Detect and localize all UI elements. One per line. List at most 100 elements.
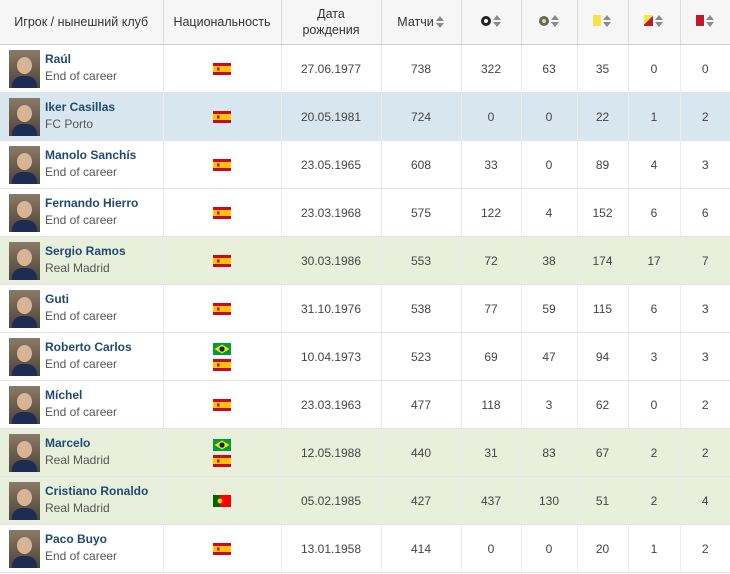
player-name-link[interactable]: Paco Buyo: [45, 531, 108, 546]
assists-cell: 63: [521, 44, 578, 93]
goals-column-header[interactable]: [461, 0, 522, 45]
player-cell: Marcelo Real Madrid: [0, 428, 164, 477]
player-name-link[interactable]: Míchel: [45, 387, 83, 402]
assists-cell: 83: [521, 428, 578, 477]
yellow-red-cards-column-header[interactable]: [628, 0, 681, 45]
yellow-cards-cell: 67: [577, 428, 629, 477]
matches-column-label: Матчи: [397, 14, 434, 29]
sort-icon[interactable]: [435, 16, 445, 28]
spain-flag-icon: [213, 398, 231, 411]
sort-icon[interactable]: [550, 15, 560, 27]
sort-icon[interactable]: [655, 14, 664, 27]
birth-date-label-line1: Дата: [317, 7, 345, 21]
birth-date-label-line2: рождения: [302, 23, 360, 37]
player-name-link[interactable]: Marcelo: [45, 435, 91, 450]
goals-cell: 437: [461, 476, 522, 525]
player-cell: Cristiano Ronaldo Real Madrid: [0, 476, 164, 525]
yellow-red-cards-cell: 2: [628, 428, 681, 477]
goals-cell: 0: [461, 92, 522, 141]
yellow-cards-column-header[interactable]: [577, 0, 629, 45]
player-column-label: Игрок / нынешний клуб: [14, 15, 149, 29]
player-name-link[interactable]: Cristiano Ronaldo: [45, 483, 149, 498]
spain-flag-icon: [213, 110, 231, 123]
table-row: Marcelo Real Madrid 12.05.1988 440 31 83…: [0, 428, 730, 477]
red-cards-cell: 2: [680, 380, 730, 429]
player-photo[interactable]: [9, 529, 40, 568]
player-name-link[interactable]: Roberto Carlos: [45, 339, 132, 354]
assists-cell: 0: [521, 92, 578, 141]
matches-cell: 427: [381, 476, 462, 525]
yellow-cards-cell: 35: [577, 44, 629, 93]
goals-cell: 33: [461, 140, 522, 189]
yellow-red-cards-cell: 2: [628, 476, 681, 525]
spain-flag-icon: [213, 254, 231, 267]
birth-date-cell: 20.05.1981: [281, 92, 382, 141]
table-body: Raúl End of career 27.06.1977 738 322 63…: [0, 44, 730, 573]
yellow-card-icon: [593, 15, 601, 27]
brazil-flag-icon: [213, 438, 231, 451]
player-photo[interactable]: [9, 193, 40, 232]
birth-date-cell: 23.03.1963: [281, 380, 382, 429]
table-row: Fernando Hierro End of career 23.03.1968…: [0, 188, 730, 237]
player-photo[interactable]: [9, 97, 40, 136]
player-name-link[interactable]: Fernando Hierro: [45, 195, 139, 210]
player-name-link[interactable]: Guti: [45, 291, 69, 306]
birth-date-column-header[interactable]: Дата рождения: [281, 0, 382, 45]
red-cards-cell: 6: [680, 188, 730, 237]
yellow-red-cards-cell: 1: [628, 524, 681, 573]
player-photo[interactable]: [9, 145, 40, 184]
yellow-red-cards-cell: 3: [628, 332, 681, 381]
player-club: End of career: [45, 356, 118, 371]
player-name-link[interactable]: Sergio Ramos: [45, 243, 126, 258]
assists-cell: 3: [521, 380, 578, 429]
player-photo[interactable]: [9, 433, 40, 472]
yellow-cards-cell: 22: [577, 92, 629, 141]
nationality-column-label: Национальность: [173, 15, 271, 29]
player-cell: Fernando Hierro End of career: [0, 188, 164, 237]
player-photo[interactable]: [9, 337, 40, 376]
player-photo[interactable]: [9, 49, 40, 88]
player-photo[interactable]: [9, 289, 40, 328]
yellow-cards-cell: 115: [577, 284, 629, 333]
assists-cell: 0: [521, 524, 578, 573]
player-name-link[interactable]: Raúl: [45, 51, 72, 66]
table-row: Roberto Carlos End of career 10.04.1973 …: [0, 332, 730, 381]
yellow-red-cards-cell: 6: [628, 284, 681, 333]
nationality-cell: [163, 332, 282, 381]
birth-date-cell: 10.04.1973: [281, 332, 382, 381]
player-club: End of career: [45, 212, 118, 227]
red-cards-cell: 0: [680, 44, 730, 93]
player-club: End of career: [45, 164, 118, 179]
yellow-cards-cell: 89: [577, 140, 629, 189]
sort-icon[interactable]: [603, 14, 612, 27]
red-cards-column-header[interactable]: [680, 0, 730, 45]
matches-cell: 608: [381, 140, 462, 189]
player-photo[interactable]: [9, 385, 40, 424]
player-name-link[interactable]: Iker Casillas: [45, 99, 116, 114]
matches-cell: 724: [381, 92, 462, 141]
birth-date-cell: 05.02.1985: [281, 476, 382, 525]
sort-icon[interactable]: [492, 15, 502, 27]
player-cell: Míchel End of career: [0, 380, 164, 429]
assists-cell: 130: [521, 476, 578, 525]
player-club: Real Madrid: [45, 500, 110, 515]
table-row: Guti End of career 31.10.1976 538 77 59 …: [0, 284, 730, 333]
table-row: Cristiano Ronaldo Real Madrid 05.02.1985…: [0, 476, 730, 525]
sort-icon[interactable]: [705, 14, 715, 27]
goals-cell: 69: [461, 332, 522, 381]
red-cards-cell: 4: [680, 476, 730, 525]
table-header-row: Игрок / нынешний клуб Национальность Дат…: [0, 0, 730, 45]
birth-date-cell: 12.05.1988: [281, 428, 382, 477]
yellow-red-cards-cell: 1: [628, 92, 681, 141]
matches-column-header[interactable]: Матчи: [381, 0, 462, 45]
player-photo[interactable]: [9, 481, 40, 520]
player-name-link[interactable]: Manolo Sanchís: [45, 147, 137, 162]
assists-cell: 59: [521, 284, 578, 333]
red-card-icon: [695, 15, 704, 27]
assists-column-header[interactable]: [521, 0, 578, 45]
yellow-cards-cell: 20: [577, 524, 629, 573]
red-cards-cell: 2: [680, 524, 730, 573]
player-photo[interactable]: [9, 241, 40, 280]
red-cards-cell: 7: [680, 236, 730, 285]
